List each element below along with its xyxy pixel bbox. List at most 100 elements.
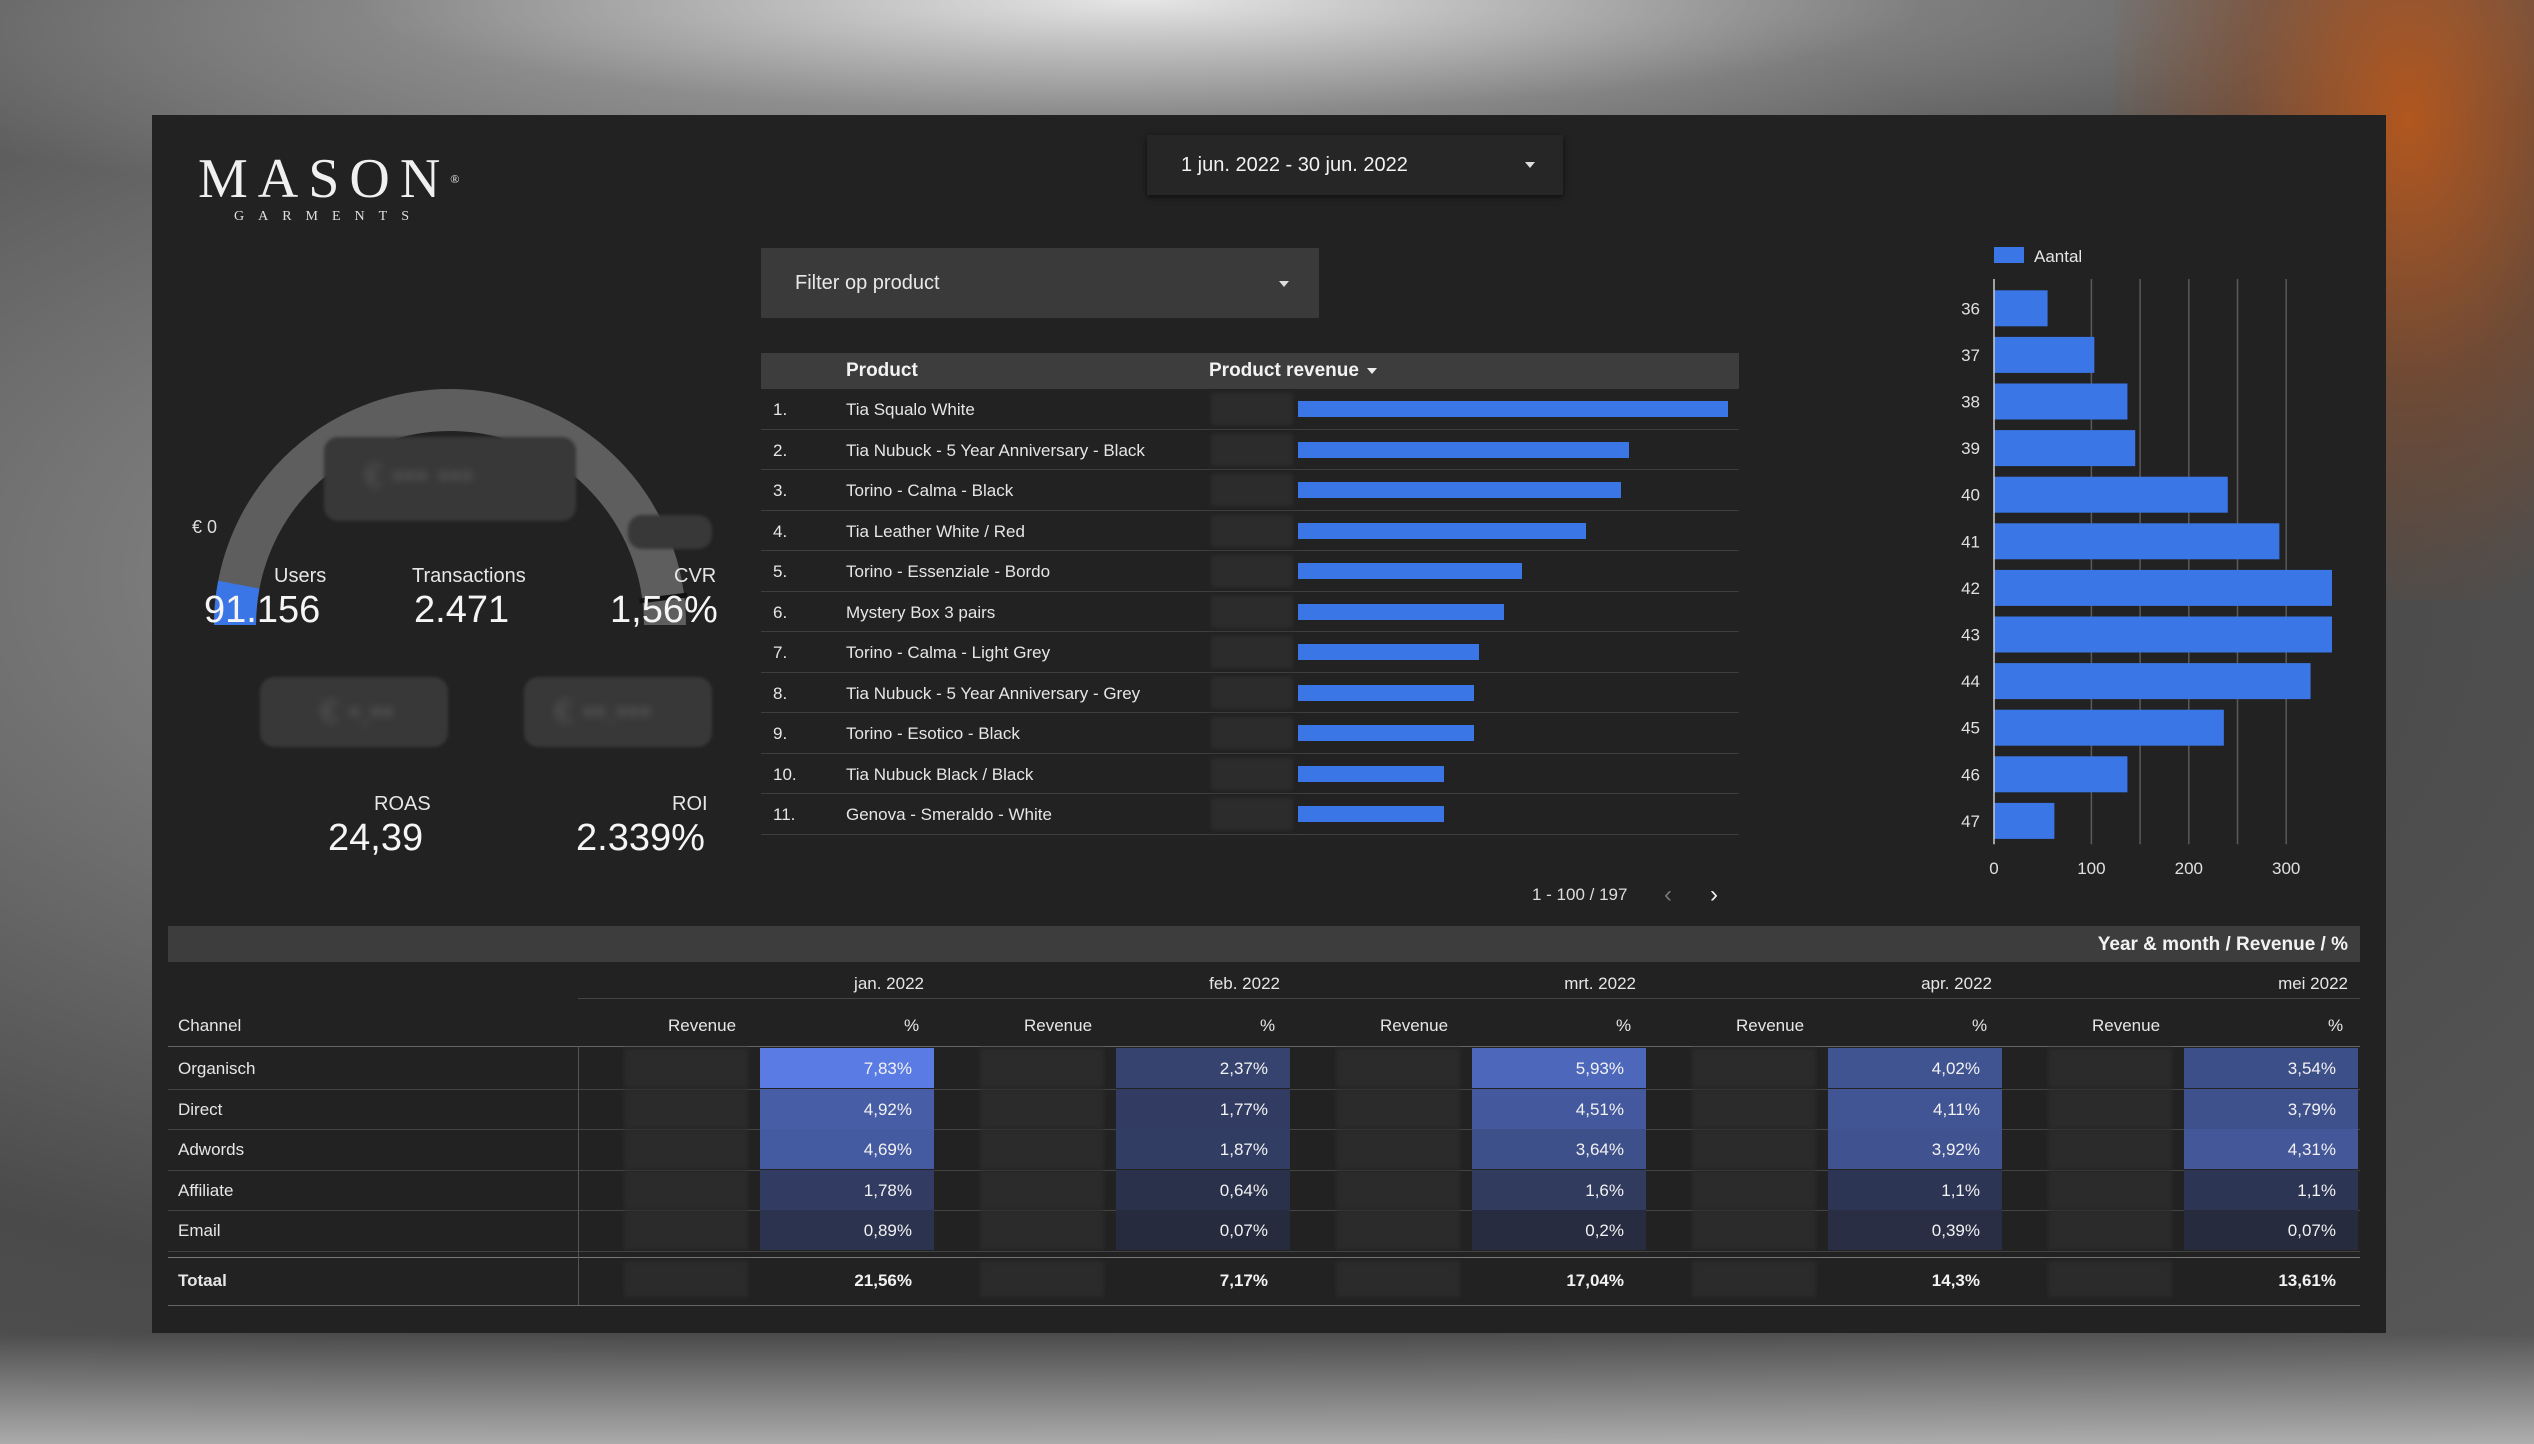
table-row[interactable]: 7. Torino - Calma - Light Grey xyxy=(761,632,1739,673)
x-tick-label: 200 xyxy=(2175,859,2203,878)
revenue-hidden xyxy=(1211,393,1293,425)
y-tick-label: 40 xyxy=(1961,486,1980,505)
revenue-column-header[interactable]: Revenue xyxy=(1024,1016,1093,1035)
revenue-total-hidden xyxy=(2048,1260,2172,1297)
pct-column-header[interactable]: % xyxy=(1972,1016,1988,1035)
pct-column-header[interactable]: % xyxy=(904,1016,920,1035)
revenue-bar xyxy=(1298,441,1629,458)
revenue-hidden xyxy=(1211,676,1293,709)
y-tick-label: 46 xyxy=(1961,765,1980,784)
bar xyxy=(1994,756,2128,793)
column-header-revenue[interactable]: Product revenue xyxy=(1209,360,1377,382)
legend-swatch xyxy=(1994,247,2024,263)
table-row[interactable]: 8. Tia Nubuck - 5 Year Anniversary - Grey xyxy=(761,673,1739,713)
product-name: Mystery Box 3 pairs xyxy=(846,602,996,622)
pagination-text: 1 - 100 / 197 xyxy=(1532,885,1628,904)
chevron-left-icon[interactable]: ‹ xyxy=(1664,881,1672,908)
bar xyxy=(1994,569,2332,606)
chevron-right-icon[interactable]: › xyxy=(1710,881,1718,908)
y-tick-label: 36 xyxy=(1961,299,1980,318)
table-row[interactable]: 1. Tia Squalo White xyxy=(761,389,1739,430)
transactions-label: Transactions xyxy=(412,565,526,587)
revenue-table-title[interactable]: Year & month / Revenue / % xyxy=(2097,934,2348,955)
revenue-column-header[interactable]: Revenue xyxy=(2092,1016,2161,1035)
revenue-column-header[interactable]: Revenue xyxy=(1380,1016,1449,1035)
pct-column-header[interactable]: % xyxy=(1616,1016,1632,1035)
revenue-total-hidden xyxy=(1336,1260,1460,1297)
revenue-hidden xyxy=(1211,595,1293,628)
revenue-column-header[interactable]: Revenue xyxy=(668,1016,737,1035)
revenue-hidden xyxy=(1692,1129,1816,1169)
revenue-bar xyxy=(1298,401,1728,417)
row-number: 2. xyxy=(773,440,788,460)
column-header-product[interactable]: Product xyxy=(846,360,918,381)
revenue-hidden xyxy=(624,1048,748,1088)
pct-cell: 4,02% xyxy=(1828,1048,2002,1088)
revenue-hidden xyxy=(1211,433,1293,466)
revenue-bar xyxy=(1298,522,1586,539)
table-row[interactable]: 10. Tia Nubuck Black / Black xyxy=(761,754,1739,794)
revenue-bar xyxy=(1298,644,1479,660)
pct-cell: 3,92% xyxy=(1828,1129,2002,1169)
pct-cell: 3,54% xyxy=(2184,1048,2358,1088)
pct-cell: 3,64% xyxy=(1472,1129,1646,1169)
table-row[interactable]: 3. Torino - Calma - Black xyxy=(761,470,1739,511)
product-filter-dropdown[interactable]: Filter op product xyxy=(761,248,1319,318)
row-number: 5. xyxy=(773,562,788,581)
pct-total: 13,61% xyxy=(2278,1270,2336,1290)
gauge-value-hidden: € ••• ••• xyxy=(324,437,576,521)
bar xyxy=(1994,523,2280,560)
logo-text: MASON xyxy=(198,148,451,210)
channel-name: Affiliate xyxy=(178,1180,234,1200)
pct-cell: 2,37% xyxy=(1116,1048,1290,1088)
channel-name: Direct xyxy=(178,1099,223,1119)
revenue-hidden xyxy=(980,1088,1104,1129)
x-tick-label: 300 xyxy=(2272,859,2300,878)
bar xyxy=(1994,476,2228,513)
revenue-bar xyxy=(1298,684,1474,701)
revenue-hidden xyxy=(1211,555,1293,587)
total-divider xyxy=(168,1256,2360,1258)
table-row[interactable]: 9. Torino - Esotico - Black xyxy=(761,713,1739,754)
date-range-selector[interactable]: 1 jun. 2022 - 30 jun. 2022 xyxy=(1147,135,1563,195)
bar xyxy=(1994,430,2136,467)
pct-cell: 7,83% xyxy=(760,1048,934,1088)
revenue-hidden xyxy=(980,1169,1104,1210)
revenue-hidden xyxy=(624,1129,748,1169)
bar xyxy=(1994,383,2128,420)
revenue-hidden xyxy=(1692,1210,1816,1250)
pct-column-header[interactable]: % xyxy=(1260,1016,1276,1035)
product-table-header: Product Product revenue xyxy=(761,353,1739,389)
table-row[interactable]: 11. Genova - Smeraldo - White xyxy=(761,794,1739,835)
row-number: 4. xyxy=(773,521,788,541)
pct-column-header[interactable]: % xyxy=(2328,1016,2344,1035)
cvr-value: 1,56% xyxy=(610,589,718,631)
gauge-target-marker xyxy=(639,592,688,604)
row-number: 8. xyxy=(773,683,788,703)
pct-cell: 3,79% xyxy=(2184,1088,2358,1129)
y-tick-label: 37 xyxy=(1961,346,1980,365)
pct-cell: 0,07% xyxy=(2184,1210,2358,1250)
y-tick-label: 47 xyxy=(1961,812,1980,831)
revenue-total-hidden xyxy=(980,1260,1104,1297)
product-name: Tia Nubuck - 5 Year Anniversary - Grey xyxy=(846,683,1141,703)
revenue-column-header[interactable]: Revenue xyxy=(1736,1016,1805,1035)
table-row[interactable]: 2. Tia Nubuck - 5 Year Anniversary - Blac… xyxy=(761,430,1739,470)
legend-label: Aantal xyxy=(2034,247,2082,266)
revenue-total-hidden xyxy=(1692,1260,1816,1297)
dashboard-panel: MASON® GARMENTS 1 jun. 2022 - 30 jun. 20… xyxy=(152,115,2386,1333)
table-row[interactable]: 6. Mystery Box 3 pairs xyxy=(761,592,1739,632)
revenue-hidden xyxy=(1692,1048,1816,1088)
pct-cell: 0,2% xyxy=(1472,1210,1646,1250)
month-header: apr. 2022 xyxy=(1921,974,1992,993)
table-row[interactable]: 4. Tia Leather White / Red xyxy=(761,511,1739,551)
roas-value: 24,39 xyxy=(328,817,424,859)
brand-logo: MASON® GARMENTS xyxy=(198,148,459,231)
pct-cell: 0,39% xyxy=(1828,1210,2002,1250)
channel-divider xyxy=(578,1046,579,1305)
table-row[interactable]: 5. Torino - Essenziale - Bordo xyxy=(761,551,1739,592)
product-name: Tia Squalo White xyxy=(846,400,975,419)
revenue-hidden xyxy=(1692,1169,1816,1210)
column-header-revenue-label: Product revenue xyxy=(1209,360,1359,381)
month-header: jan. 2022 xyxy=(854,974,924,993)
